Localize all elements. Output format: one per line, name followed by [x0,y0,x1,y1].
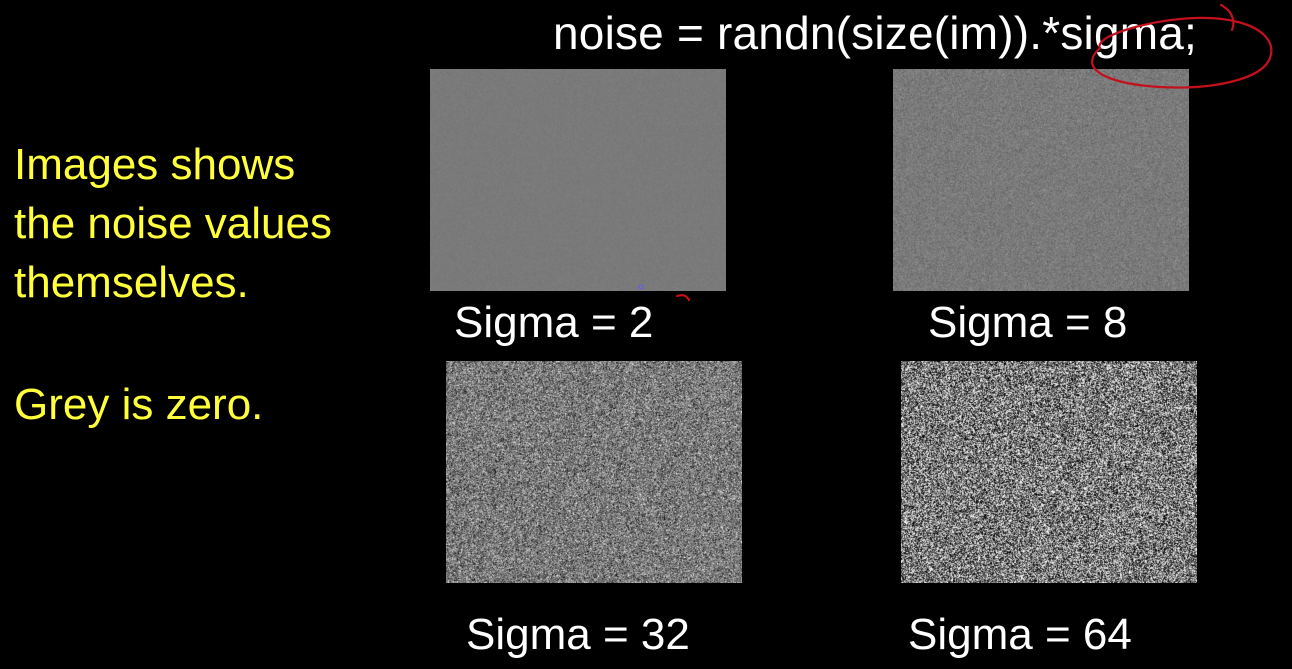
noise-description: Images shows the noise values themselves… [14,135,332,312]
description-line: themselves. [14,258,249,307]
caption-sigma-64: Sigma = 64 [908,610,1132,659]
zero-note-text: Grey is zero. [14,380,264,429]
tick-mark-annotation [675,294,691,302]
noise-image-sigma-2 [430,69,726,291]
grey-zero-note: Grey is zero. [14,375,263,434]
caption-sigma-8: Sigma = 8 [928,298,1128,347]
description-line: Images shows [14,140,296,189]
code-line: noise = randn(size(im)).*sigma; [553,7,1198,59]
description-line: the noise values [14,199,332,248]
noise-image-sigma-64 [901,361,1197,583]
noise-image-sigma-8 [893,69,1189,291]
noise-image-sigma-32 [446,361,742,583]
caption-sigma-2: Sigma = 2 [454,298,654,347]
caption-sigma-32: Sigma = 32 [466,610,690,659]
